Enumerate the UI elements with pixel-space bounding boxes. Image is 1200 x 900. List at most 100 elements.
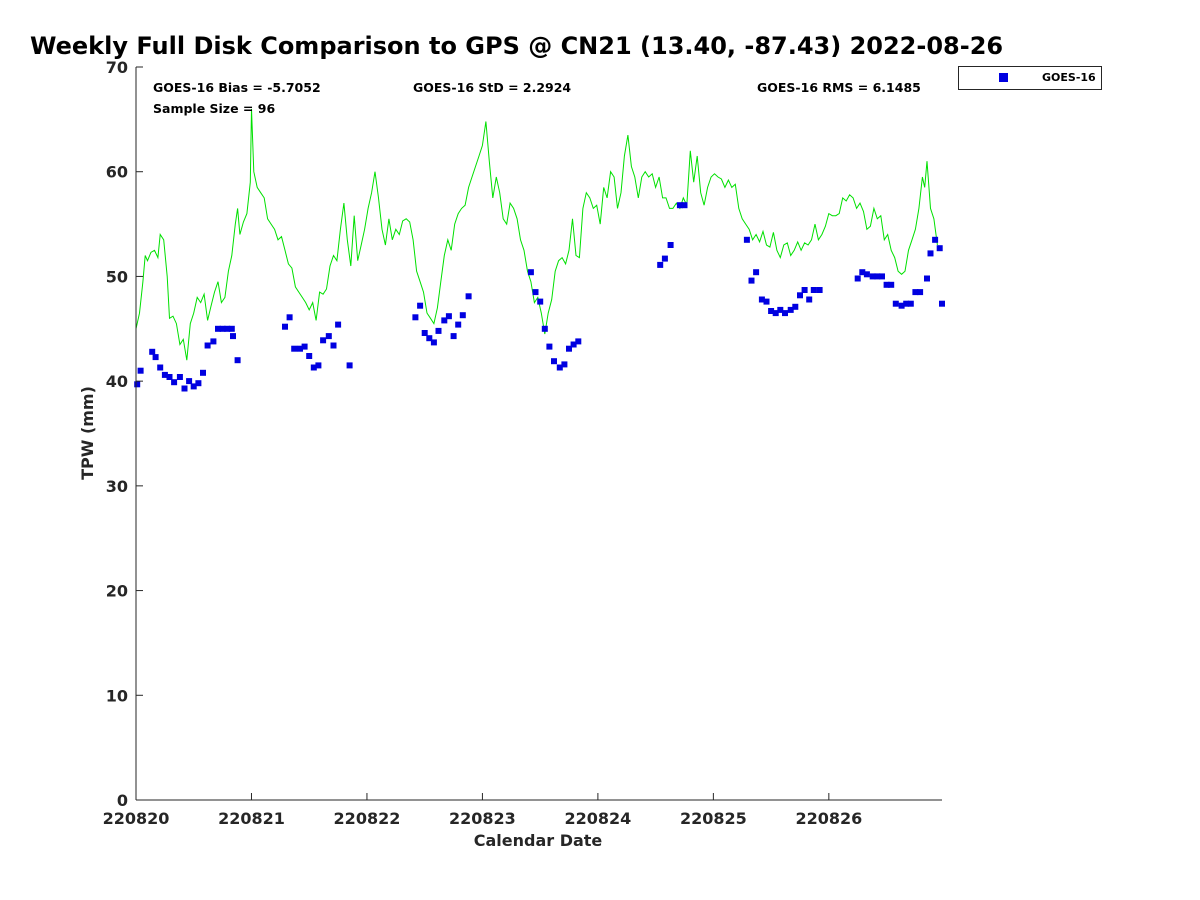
legend-goes-marker: [999, 73, 1008, 82]
goes-16-point: [537, 298, 544, 305]
y-axis-label: TPW (mm): [78, 386, 97, 480]
x-tick-label: 220825: [680, 809, 747, 828]
goes-16-point: [676, 202, 683, 209]
goes-16-point: [939, 300, 945, 307]
chart-title: Weekly Full Disk Comparison to GPS @ CN2…: [30, 32, 1003, 60]
goes-16-point: [758, 296, 765, 303]
goes-16-point: [566, 345, 572, 352]
goes-16-point: [310, 364, 317, 371]
y-tick-label: 20: [106, 582, 128, 601]
goes-16-point: [912, 289, 919, 296]
goes-16-point: [335, 321, 342, 328]
goes-16-point: [556, 364, 563, 371]
goes-16-point: [435, 327, 442, 334]
goes-16-point: [541, 325, 548, 332]
goes-16-point: [459, 312, 466, 319]
x-ticks: 220820 220821 220822 220823 220824 220825 2208…: [103, 793, 862, 828]
x-tick-label: 220821: [218, 809, 285, 828]
goes-16-point: [753, 269, 760, 276]
goes-16-point: [306, 353, 313, 359]
goes-16-point: [810, 287, 817, 293]
goes-16-point: [917, 289, 924, 296]
goes-16-point: [768, 308, 775, 314]
goes-16-point: [181, 385, 188, 392]
goes-marker-layer: [134, 202, 945, 392]
goes-16-point: [152, 354, 159, 361]
goes-16-point: [186, 378, 193, 385]
goes-16-point: [421, 330, 428, 336]
goes-16-point: [532, 289, 539, 296]
goes-16-point: [412, 314, 419, 321]
goes-16-point: [879, 273, 885, 280]
y-tick-label: 60: [106, 163, 128, 182]
goes-16-point: [874, 273, 881, 280]
goes-16-point: [325, 333, 332, 340]
goes-16-point: [228, 325, 235, 332]
std-stat: GOES-16 StD = 2.2924: [413, 80, 571, 95]
x-tick-label: 220823: [449, 809, 516, 828]
x-axis-label: Calendar Date: [474, 831, 603, 850]
goes-16-point: [570, 341, 577, 348]
goes-16-point: [195, 380, 202, 387]
goes-16-point: [161, 371, 168, 378]
bias-stat: GOES-16 Bias = -5.7052: [153, 80, 321, 95]
goes-16-point: [748, 277, 755, 284]
goes-16-point: [797, 292, 803, 299]
goes-16-point: [282, 323, 288, 330]
goes-16-point: [936, 245, 943, 252]
goes-16-point: [657, 261, 664, 268]
goes-16-point: [450, 333, 457, 340]
goes-16-point: [417, 302, 424, 309]
goes-16-point: [286, 314, 293, 321]
y-tick-label: 10: [106, 686, 128, 705]
goes-16-point: [763, 298, 770, 305]
goes-16-point: [816, 287, 823, 293]
goes-16-point: [869, 273, 876, 280]
y-ticks: 0 10 20 30 40 50 60 70: [106, 58, 143, 810]
goes-16-point: [455, 321, 462, 328]
y-tick-label: 30: [106, 477, 128, 496]
legend-box: [958, 66, 1102, 90]
goes-16-point: [426, 335, 433, 342]
y-tick-label: 40: [106, 372, 128, 391]
goes-16-point: [346, 362, 353, 369]
goes-16-point: [551, 358, 557, 365]
goes-16-point: [801, 287, 808, 293]
goes-16-point: [661, 255, 668, 262]
y-tick-label: 50: [106, 267, 128, 286]
goes-16-point: [430, 339, 437, 346]
goes-16-point: [230, 333, 236, 340]
goes-16-point: [176, 374, 183, 380]
goes-16-point: [315, 362, 322, 369]
goes-16-point: [932, 236, 939, 243]
goes-16-point: [224, 325, 231, 332]
goes-16-point: [301, 343, 308, 350]
goes-16-point: [898, 302, 905, 309]
goes-16-point: [883, 281, 890, 288]
goes-16-point: [210, 338, 217, 345]
goes-16-point: [863, 271, 870, 278]
goes-16-point: [892, 300, 899, 307]
goes-16-point: [215, 325, 221, 332]
goes-16-point: [171, 379, 178, 386]
x-tick-label: 220824: [564, 809, 631, 828]
x-tick-label: 220820: [103, 809, 170, 828]
goes-16-point: [297, 345, 303, 352]
legend-goes-label: GOES-16: [1042, 71, 1096, 84]
goes-16-point: [219, 325, 226, 332]
y-tick-label: 0: [117, 791, 128, 810]
legend: GOES-16: [958, 66, 1102, 90]
goes-16-point: [681, 202, 688, 209]
goes-16-point: [465, 293, 472, 300]
goes-16-point: [907, 300, 914, 307]
y-tick-label: 70: [106, 58, 128, 77]
goes-16-point: [575, 338, 582, 345]
goes-16-point: [137, 367, 144, 374]
goes-16-point: [204, 342, 211, 349]
goes-16-point: [134, 381, 141, 388]
goes-16-point: [441, 317, 448, 324]
goes-16-point: [924, 275, 930, 282]
x-tick-label: 220826: [795, 809, 862, 828]
goes-16-point: [291, 345, 298, 352]
